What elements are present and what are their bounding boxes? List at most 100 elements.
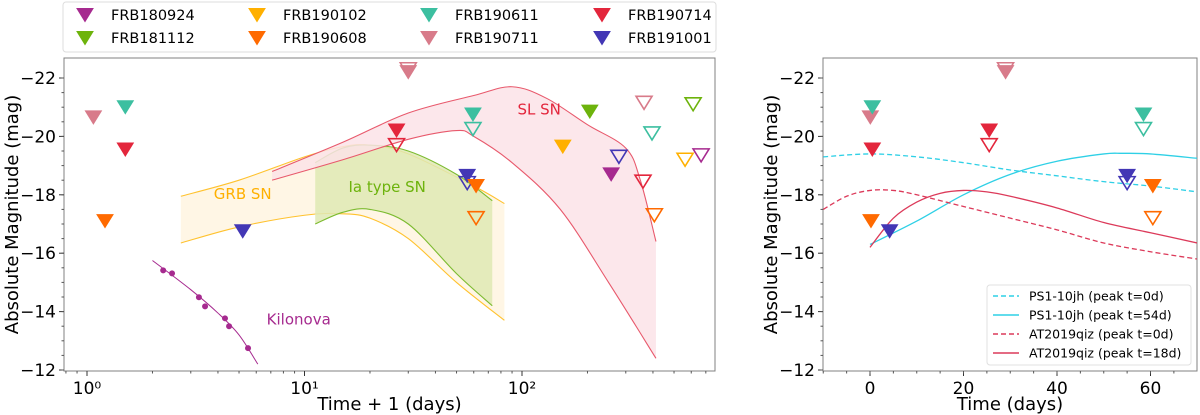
legend-marker-frb190711 — [420, 31, 438, 46]
band-upper-edge — [271, 86, 657, 242]
x-tick-label: 10⁰ — [73, 379, 102, 399]
marker-frb190611 — [863, 100, 882, 115]
legend-label-frb190611: FRB190611 — [455, 8, 539, 24]
legend-frame — [62, 1, 717, 53]
kilonova-point — [221, 315, 228, 322]
kilonova-point — [169, 270, 176, 277]
y-tick-label: −18 — [20, 186, 56, 206]
plot-area: GRB SN Ia type SN SL SN Kilonova — [84, 61, 711, 365]
marker-frb190611 — [463, 121, 483, 138]
y-tick-label: −20 — [779, 127, 815, 147]
kilonova-label: Kilonova — [267, 311, 331, 329]
marker-frb191001 — [233, 224, 252, 239]
legend-label-frb190608: FRB190608 — [283, 31, 367, 47]
kilonova-point — [195, 294, 202, 301]
band-label: SL SN — [518, 101, 561, 119]
marker-frb190714 — [980, 123, 999, 139]
y-tick-label: −14 — [20, 303, 56, 323]
kilonova-point — [245, 345, 252, 352]
x-axis-label: Time + 1 (days) — [316, 394, 461, 415]
kilonova-point — [160, 267, 167, 274]
y-axis-label: Absolute Magnitude (mag) — [761, 95, 782, 335]
marker-frb190608 — [467, 179, 485, 194]
marker-frb190611 — [116, 100, 135, 115]
marker-frb190608 — [466, 210, 486, 227]
legend-marker-frb190102 — [248, 8, 266, 23]
legend-label-frb191001: FRB191001 — [628, 31, 712, 47]
y-tick-label: −16 — [779, 244, 815, 264]
x-tick-label: 0 — [865, 379, 876, 399]
x-tick-label: 10² — [508, 379, 536, 399]
marker-frb190611 — [1134, 121, 1153, 138]
marker-frb190714 — [979, 137, 999, 154]
x-tick-label: 20 — [953, 379, 975, 399]
legend-marker-frb190714 — [593, 8, 611, 23]
marker-frb190611 — [642, 126, 662, 142]
marker-frb190611 — [464, 107, 482, 122]
y-tick-label: −22 — [779, 69, 815, 89]
legend-label-frb181112: FRB181112 — [111, 31, 195, 47]
legend-frame — [986, 284, 1192, 366]
marker-frb190714 — [387, 123, 406, 139]
y-tick-label: −20 — [20, 127, 56, 147]
marker-frb190711 — [861, 110, 880, 125]
legend-marker-frb190608 — [248, 31, 266, 46]
right-plot-linear-time: −22 −20 −18 −16 −14 −12 0 20 40 60 Time (days) Abso… — [761, 57, 1198, 415]
y-tick-label: −12 — [20, 361, 56, 381]
legend-marker-frb190611 — [420, 8, 438, 23]
marker-frb181112 — [683, 96, 703, 113]
kilonova-curve — [152, 260, 259, 365]
band-lower-edge — [314, 208, 493, 307]
marker-frb190714 — [863, 142, 882, 157]
x-tick-label: 60 — [1140, 379, 1162, 399]
legend-label: AT2019qiz (peak t=0d) — [1029, 327, 1173, 342]
marker-frb181112 — [580, 104, 599, 120]
series-legend: PS1-10jh (peak t=0d) PS1-10jh (peak t=54d… — [986, 284, 1192, 366]
marker-frb190711 — [996, 61, 1016, 78]
series-line-at2019qiz-peak-t-0d- — [823, 189, 1197, 260]
legend-label: PS1-10jh (peak t=54d) — [1029, 308, 1172, 323]
band-label: GRB SN — [214, 185, 272, 203]
kilonova-point — [202, 303, 209, 310]
y-axis-label: Absolute Magnitude (mag) — [2, 95, 23, 335]
marker-frb180924 — [691, 148, 711, 164]
marker-frb190608 — [1143, 179, 1162, 194]
marker-frb190714 — [116, 142, 135, 157]
plot-area — [823, 61, 1197, 260]
band-label: Ia type SN — [348, 178, 425, 196]
legend-label-frb190711: FRB190711 — [455, 31, 539, 47]
marker-frb190102 — [553, 139, 572, 155]
legend-label-frb190102: FRB190102 — [283, 8, 367, 24]
kilonova-point — [226, 323, 233, 330]
marker-frb180924 — [602, 167, 621, 182]
marker-frb190711 — [84, 110, 103, 125]
left-plot-log-time: −22 −20 −18 −16 −14 −12 10⁰ 10¹ 10² Time + 1 (day… — [2, 57, 716, 415]
axes-frame — [63, 57, 716, 372]
series-line-ps1-10jh-peak-t-54d- — [869, 152, 1197, 246]
y-tick-label: −22 — [20, 69, 56, 89]
band-fill-sl-sn — [272, 86, 656, 359]
marker-frb190611 — [1134, 107, 1153, 122]
x-axis-label: Time (days) — [956, 394, 1063, 415]
series-line-ps1-10jh-peak-t-0d- — [823, 153, 1197, 193]
marker-frb190608 — [644, 207, 664, 224]
y-tick-label: −18 — [779, 186, 815, 206]
band-lower-edge — [271, 129, 657, 359]
y-tick-label: −12 — [779, 361, 815, 381]
y-tick-label: −16 — [20, 244, 56, 264]
marker-frb190608 — [862, 214, 880, 229]
band-fill-ia-type-sn — [315, 144, 493, 306]
legend-label: AT2019qiz (peak t=18d) — [1029, 346, 1181, 361]
marker-frb190102 — [675, 152, 695, 168]
legend-marker-frb181112 — [76, 31, 94, 46]
marker-frb190608 — [1143, 210, 1163, 227]
series-line-at2019qiz-peak-t-18d- — [869, 189, 1197, 248]
legend-label-frb190714: FRB190714 — [628, 8, 712, 24]
marker-frb190608 — [96, 214, 114, 229]
legend-marker-frb180924 — [76, 8, 94, 23]
legend-label-frb180924: FRB180924 — [111, 8, 195, 24]
marker-frb191001 — [609, 149, 629, 165]
marker-frb190714 — [633, 174, 653, 190]
legend-label: PS1-10jh (peak t=0d) — [1029, 289, 1164, 304]
